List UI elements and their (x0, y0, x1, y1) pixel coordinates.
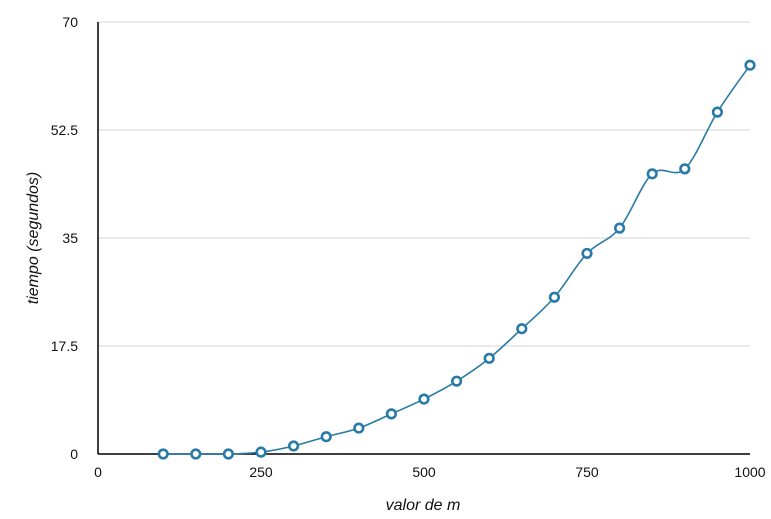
x-axis-title: valor de m (386, 497, 461, 514)
data-point (646, 168, 658, 180)
data-point (353, 422, 365, 434)
data-point (451, 375, 463, 387)
data-point (581, 247, 593, 260)
data-point (679, 163, 691, 175)
data-point (255, 446, 267, 458)
y-tick-labels: 0 17.5 35 52.5 70 (51, 14, 78, 462)
y-tick-label: 52.5 (51, 122, 78, 138)
data-point (483, 352, 495, 364)
x-tick-label: 250 (249, 464, 273, 480)
y-tick-label: 35 (62, 230, 78, 246)
y-tick-label: 70 (62, 14, 78, 30)
data-point (320, 431, 332, 443)
y-tick-label: 17.5 (51, 338, 78, 354)
data-point (744, 59, 756, 71)
data-point (222, 448, 234, 460)
data-point (548, 291, 561, 303)
x-tick-label: 500 (412, 464, 436, 480)
x-tick-label: 1000 (734, 464, 765, 480)
x-tick-label: 0 (94, 464, 102, 480)
series-layer (157, 59, 756, 460)
data-point (418, 393, 430, 405)
data-point (288, 440, 300, 452)
series-line (163, 64, 751, 455)
x-tick-labels: 0 250 500 750 1000 (94, 464, 766, 480)
data-point (516, 323, 528, 335)
gridlines (98, 21, 750, 347)
data-point (157, 448, 169, 460)
y-tick-label: 0 (70, 446, 78, 462)
data-point (613, 222, 626, 234)
data-point (711, 106, 724, 118)
data-point (190, 448, 202, 460)
y-axis-title: tiempo (segundos) (25, 172, 42, 305)
data-point (385, 408, 398, 420)
x-tick-label: 750 (575, 464, 599, 480)
